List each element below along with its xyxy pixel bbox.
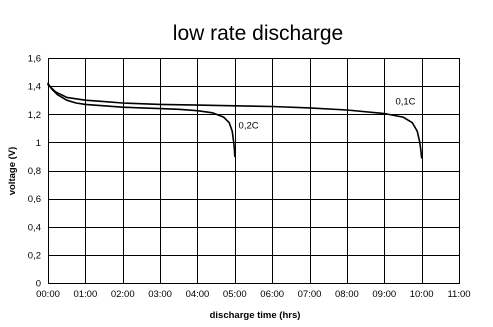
- y-tick-label-1: 0,2: [28, 250, 41, 261]
- y-tick-label-8: 1,6: [28, 54, 41, 65]
- x-tick-label-10: 10:00: [410, 289, 434, 300]
- grid: [48, 58, 460, 284]
- y-axis-tick-labels: 0 0,2 0,4 0,6 0,8 1 1,2 1,4 1,6: [28, 54, 41, 290]
- x-tick-label-8: 08:00: [335, 289, 359, 300]
- y-tick-label-3: 0,6: [28, 194, 41, 205]
- x-tick-label-4: 04:00: [186, 289, 210, 300]
- x-tick-label-2: 02:00: [111, 289, 135, 300]
- chart-title: low rate discharge: [173, 22, 343, 45]
- x-tick-label-7: 07:00: [298, 289, 322, 300]
- series-label-1: 0,1C: [395, 96, 415, 107]
- x-tick-label-9: 09:00: [372, 289, 396, 300]
- x-axis-tick-labels: 00:00 01:00 02:00 03:00 04:00 05:00 06:00 07:00…: [36, 289, 470, 300]
- x-tick-label-3: 03:00: [148, 289, 172, 300]
- x-tick-label-5: 05:00: [223, 289, 247, 300]
- series-label-0: 0,2C: [239, 120, 259, 131]
- y-tick-label-6: 1,2: [28, 110, 41, 121]
- y-tick-label-4: 0,8: [28, 166, 41, 177]
- series-line-1: [47, 83, 423, 159]
- plot-area: [48, 58, 460, 284]
- y-tick-label-7: 1,4: [28, 82, 41, 93]
- y-axis-title: voltage (V): [7, 147, 18, 196]
- y-tick-label-0: 0: [36, 279, 41, 290]
- x-tick-label-6: 06:00: [260, 289, 284, 300]
- x-tick-label-0: 00:00: [36, 289, 60, 300]
- y-tick-label-2: 0,4: [28, 222, 41, 233]
- y-tick-label-5: 1: [36, 138, 41, 149]
- x-tick-label-11: 11:00: [447, 289, 470, 300]
- x-axis-title: discharge time (hrs): [210, 310, 301, 321]
- x-tick-label-1: 01:00: [73, 289, 97, 300]
- series-layer: 0,2C 0,1C: [47, 82, 423, 159]
- series-line-0: [47, 82, 236, 158]
